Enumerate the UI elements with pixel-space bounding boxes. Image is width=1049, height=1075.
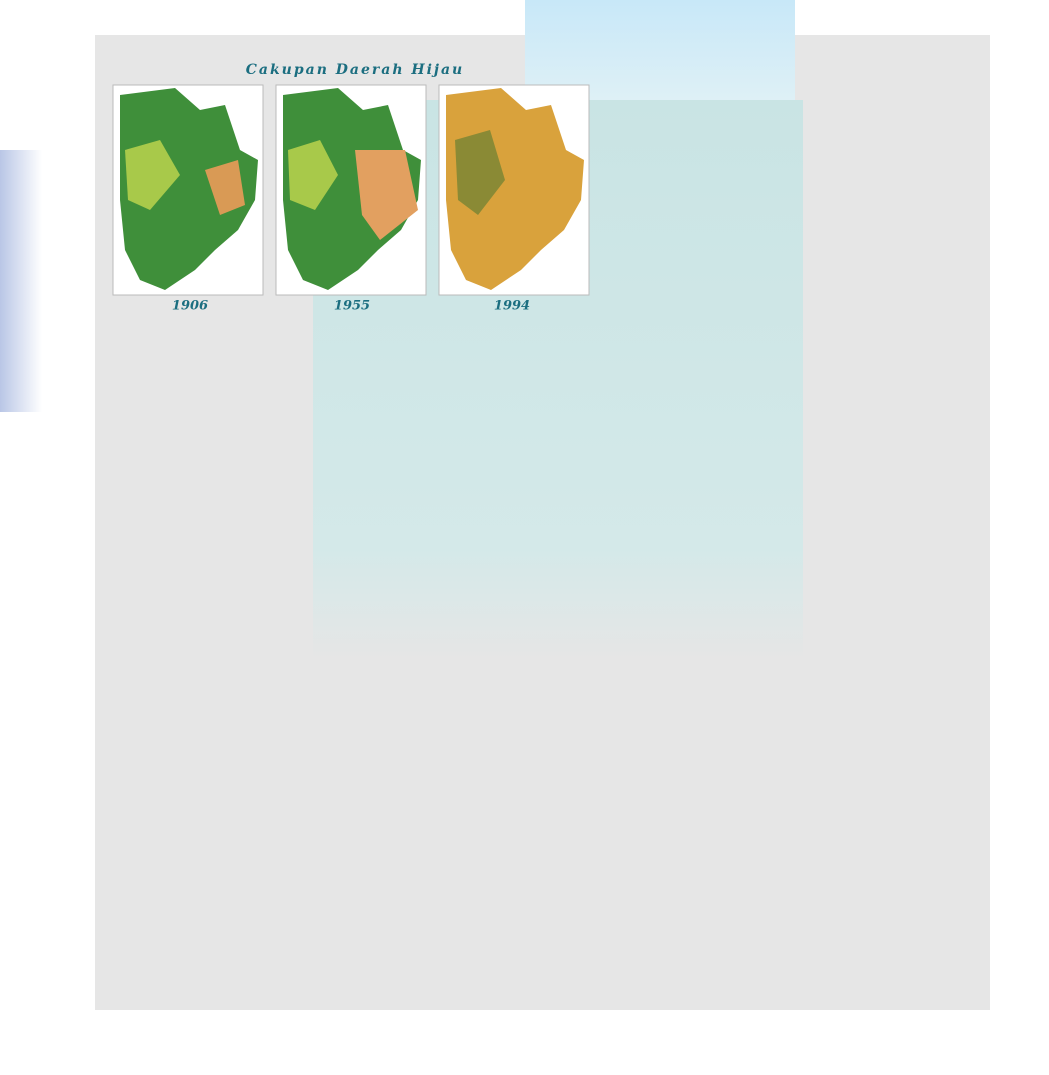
map-year: 1906 <box>172 299 208 314</box>
inset: Cakupan Daerah Hijau 1906 1955 1994 <box>113 62 589 314</box>
page: {"chart_data": {"type": "bar", "y_unit":… <box>0 0 1049 1071</box>
inset-title: Cakupan Daerah Hijau <box>246 62 465 78</box>
side-strip <box>0 150 42 412</box>
chart: Cakupan Daerah Hijau 1906 1955 1994 <box>0 0 1049 1071</box>
map-year: 1955 <box>334 299 370 314</box>
map-year: 1994 <box>494 299 530 314</box>
